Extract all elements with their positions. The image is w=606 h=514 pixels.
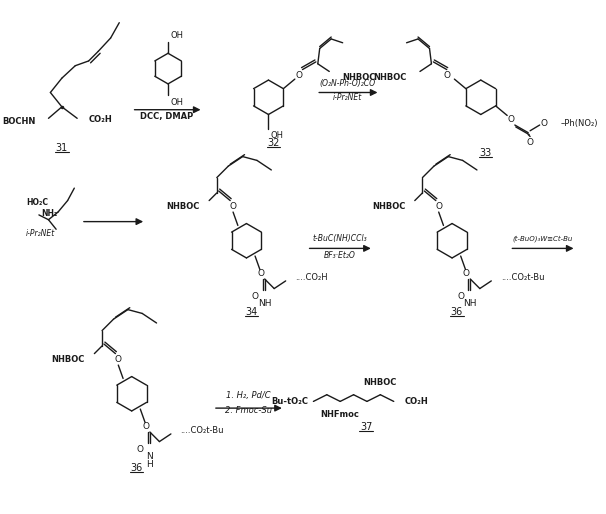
Text: NHFmoc: NHFmoc: [321, 410, 359, 419]
Text: H: H: [147, 460, 153, 469]
Text: O: O: [230, 202, 236, 211]
Text: NHBOC: NHBOC: [52, 355, 85, 364]
Text: DCC, DMAP: DCC, DMAP: [141, 112, 194, 121]
Text: t-BuC(NH)CCl₃: t-BuC(NH)CCl₃: [313, 234, 367, 243]
Text: BOCHN: BOCHN: [2, 117, 36, 126]
Text: O: O: [258, 269, 264, 278]
Text: ....CO₂t-Bu: ....CO₂t-Bu: [181, 426, 224, 435]
Text: CO₂H: CO₂H: [88, 115, 112, 124]
Text: 37: 37: [360, 422, 372, 432]
Text: OH: OH: [171, 98, 184, 106]
Text: N: N: [147, 452, 153, 462]
Text: OH: OH: [171, 31, 184, 40]
Text: O: O: [527, 138, 534, 146]
Text: NHBOC: NHBOC: [364, 378, 397, 387]
Text: O: O: [295, 71, 302, 80]
Text: O: O: [463, 269, 470, 278]
Text: 2. Fmoc-Su: 2. Fmoc-Su: [225, 407, 272, 415]
Text: O: O: [435, 202, 442, 211]
Text: OH: OH: [270, 131, 284, 140]
Text: –Ph(NO₂): –Ph(NO₂): [561, 119, 598, 127]
Text: 31: 31: [56, 143, 68, 153]
Text: NHBOC: NHBOC: [166, 202, 199, 211]
Text: O: O: [115, 355, 122, 364]
Text: NHBOC: NHBOC: [342, 72, 376, 82]
Text: NH: NH: [258, 299, 271, 308]
Text: O: O: [137, 445, 144, 454]
Text: 36: 36: [451, 307, 463, 318]
Text: O: O: [540, 119, 547, 127]
Text: O: O: [142, 422, 150, 431]
Text: CO₂H: CO₂H: [404, 397, 428, 406]
Text: ....CO₂t-Bu: ....CO₂t-Bu: [501, 272, 544, 282]
Text: O: O: [444, 71, 451, 80]
Text: 33: 33: [479, 148, 491, 158]
Text: (O₂N-Ph-O)₂CO: (O₂N-Ph-O)₂CO: [320, 79, 376, 88]
Text: Bu-tO₂C: Bu-tO₂C: [271, 397, 308, 406]
Text: i-Pr₂NEt: i-Pr₂NEt: [333, 93, 362, 102]
Text: NHBOC: NHBOC: [373, 72, 407, 82]
Text: NH₂: NH₂: [41, 210, 57, 218]
Text: 32: 32: [267, 138, 279, 148]
Text: O: O: [457, 292, 464, 301]
Text: O: O: [251, 292, 259, 301]
Text: 34: 34: [245, 307, 258, 318]
Text: i-Pr₂NEt: i-Pr₂NEt: [26, 229, 56, 237]
Text: O: O: [507, 115, 514, 124]
Text: NHBOC: NHBOC: [372, 202, 405, 211]
Text: BF₃·Et₂O: BF₃·Et₂O: [324, 251, 356, 260]
Text: (t-BuO)₃W≡Ct-Bu: (t-BuO)₃W≡Ct-Bu: [513, 235, 573, 242]
Text: HO₂C: HO₂C: [27, 198, 48, 207]
Text: ....CO₂H: ....CO₂H: [295, 272, 328, 282]
Text: NH: NH: [464, 299, 477, 308]
Text: 1. H₂, Pd/C: 1. H₂, Pd/C: [226, 391, 271, 400]
Text: 36: 36: [130, 463, 142, 473]
